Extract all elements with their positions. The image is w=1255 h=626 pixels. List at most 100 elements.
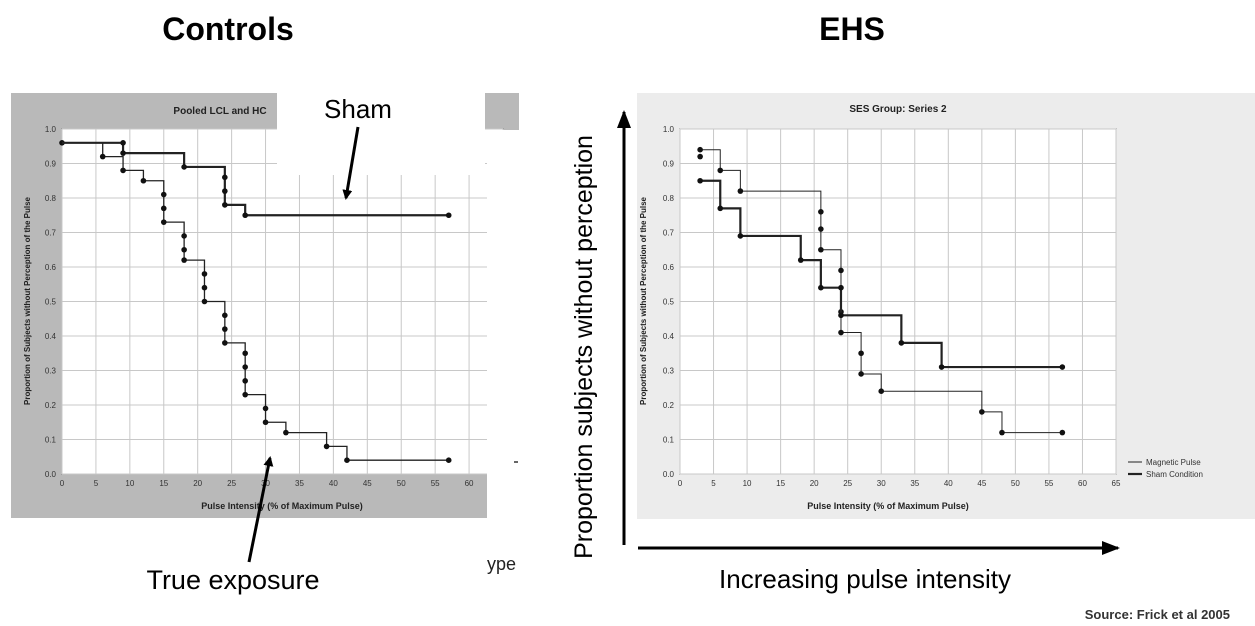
controls-y-axis-label: Proportion of Subjects without Perceptio… <box>23 196 32 405</box>
ehs-x-tick-label: 50 <box>1011 479 1020 488</box>
ehs-y-tick-label: 0.3 <box>663 367 675 376</box>
legend-label-1: Magnetic Pulse <box>1146 458 1201 467</box>
ehs-series-2-point <box>737 233 744 239</box>
controls-series-2-point <box>222 174 228 181</box>
ehs-series-2-point <box>697 177 703 184</box>
ehs-x-tick-label: 5 <box>711 479 716 488</box>
ehs-x-tick-label: 35 <box>910 479 919 488</box>
controls-y-tick-label: 0.0 <box>45 470 57 479</box>
controls-series-1-point <box>222 312 228 319</box>
stray-text: ype <box>487 554 516 574</box>
ehs-series-1-point <box>1059 429 1066 436</box>
controls-x-tick-label: 55 <box>431 479 440 488</box>
controls-x-tick-label: 50 <box>397 479 406 488</box>
ehs-y-tick-label: 0.9 <box>663 160 675 169</box>
ehs-series-2-point <box>838 284 844 291</box>
controls-y-tick-label: 0.2 <box>45 401 57 410</box>
controls-y-tick-label: 0.4 <box>45 332 57 341</box>
ehs-x-tick-label: 15 <box>776 479 785 488</box>
ehs-x-tick-label: 55 <box>1044 479 1053 488</box>
controls-series-2-line <box>62 141 449 217</box>
ehs-series-1-point <box>697 146 703 153</box>
controls-series-2-point <box>181 164 187 170</box>
ehs-y-tick-label: 1.0 <box>663 125 675 134</box>
controls-series-1-point <box>140 177 147 184</box>
controls-series-2-point <box>120 150 126 156</box>
true-exposure-callout: True exposure <box>146 565 319 595</box>
ehs-x-axis-label: Pulse Intensity (% of Maximum Pulse) <box>807 501 969 511</box>
controls-series-1-point <box>222 326 228 332</box>
ehs-y-tick-label: 0.5 <box>663 298 675 307</box>
controls-series-1-point <box>181 246 187 253</box>
ehs-series-2-point <box>1059 364 1066 370</box>
controls-chart-title: Pooled LCL and HC <box>173 106 266 117</box>
ehs-y-tick-label: 0.6 <box>663 263 675 272</box>
ehs-series-1-line <box>700 149 1063 434</box>
controls-series-1-point <box>201 298 208 305</box>
ehs-series-1-point <box>818 226 824 232</box>
controls-series-1-line <box>62 142 449 461</box>
controls-y-tick-label: 0.7 <box>45 229 57 238</box>
ehs-series-1-point <box>818 209 824 215</box>
legend-label-2: Sham Condition <box>1146 470 1203 479</box>
ehs-series-2-point <box>898 340 905 346</box>
controls-series-2-point <box>242 212 248 219</box>
ehs-x-tick-label: 25 <box>843 479 852 488</box>
controls-series-1-point <box>160 205 167 212</box>
ehs-x-tick-label: 65 <box>1112 479 1121 488</box>
controls-series-1-point <box>120 167 126 174</box>
ehs-series-1-point <box>818 246 824 253</box>
ehs-x-tick-label: 45 <box>977 479 986 488</box>
controls-series-1-point <box>160 219 167 225</box>
source-note: Source: Frick et al 2005 <box>1085 607 1230 622</box>
controls-x-axis-label: Pulse Intensity (% of Maximum Pulse) <box>201 501 363 511</box>
ehs-y-tick-label: 0.0 <box>663 470 675 479</box>
controls-series-1-point <box>262 405 269 412</box>
controls-y-tick-label: 0.8 <box>45 194 57 203</box>
controls-series-1-point <box>160 191 167 198</box>
controls-series-1-point <box>201 271 208 277</box>
y-direction-label: Proportion subjects without perception <box>570 135 598 559</box>
ehs-legend: Magnetic Pulse Sham Condition <box>1128 458 1203 479</box>
controls-series-1-point <box>222 340 228 346</box>
ehs-x-tick-label: 40 <box>944 479 953 488</box>
ehs-series-2-point <box>838 267 844 274</box>
controls-x-tick-label: 25 <box>227 479 236 488</box>
controls-series <box>59 140 452 464</box>
ehs-chart-title: SES Group: Series 2 <box>849 104 947 115</box>
sham-arrow <box>342 126 360 200</box>
ehs-series-1-point <box>717 167 724 174</box>
ehs-series-2-point <box>838 312 844 319</box>
controls-series-2-point <box>120 140 126 146</box>
controls-y-tick-label: 0.1 <box>45 436 57 445</box>
ehs-x-tick-label: 10 <box>743 479 752 488</box>
ehs-series-2-point <box>797 257 804 263</box>
ehs-y-tick-label: 0.2 <box>663 401 675 410</box>
controls-x-tick-label: 60 <box>465 479 474 488</box>
controls-x-tick-label: 45 <box>363 479 372 488</box>
controls-y-tick-label: 1.0 <box>45 125 57 134</box>
sham-callout-box <box>277 55 485 175</box>
ehs-series <box>697 146 1066 436</box>
controls-series-1-point <box>242 364 248 370</box>
right-edge-overlay <box>487 130 523 520</box>
true-exposure-arrow <box>247 456 274 563</box>
controls-series-1-point <box>242 350 248 357</box>
ehs-y-axis-label: Proportion of Subjects without Perceptio… <box>639 196 648 405</box>
ehs-x-tick-label: 60 <box>1078 479 1087 488</box>
controls-y-tick-label: 0.5 <box>45 298 57 307</box>
ehs-series-1-point <box>737 188 744 194</box>
ehs-x-ticks: 0 5 10 15 20 25 30 35 40 45 50 55 60 65 <box>678 479 1121 488</box>
ehs-x-tick-label: 20 <box>810 479 819 488</box>
controls-series-2-point <box>222 202 228 208</box>
x-direction-label: Increasing pulse intensity <box>719 564 1011 594</box>
ehs-series-2-line <box>700 179 1063 369</box>
controls-series-1-point <box>283 429 289 436</box>
ehs-chart: SES Group: Series 2 Pulse Intensity (% o… <box>637 93 1255 519</box>
left-heading: Controls <box>162 11 294 47</box>
controls-series-1-point <box>99 153 106 160</box>
controls-x-tick-label: 20 <box>193 479 202 488</box>
ehs-y-tick-label: 0.7 <box>663 229 675 238</box>
right-heading: EHS <box>819 11 885 47</box>
